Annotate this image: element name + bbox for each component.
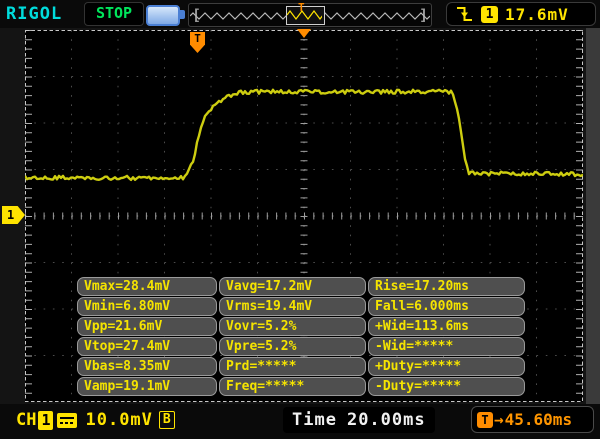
rigol-logo: RIGOL xyxy=(6,4,63,24)
measurement-row: Vpp=21.6mV Vovr=5.2% +Wid=113.6ms xyxy=(77,317,529,336)
measurement-cell: Vbas=8.35mV xyxy=(77,357,217,376)
trigger-position-marker: T xyxy=(190,32,205,53)
waveform-preview-bar: [ ] T xyxy=(188,1,432,27)
measurement-row: Vmin=6.80mV Vrms=19.4mV Fall=6.000ms xyxy=(77,297,529,316)
timebase-label: Time xyxy=(292,410,337,430)
measurement-cell: Rise=17.20ms xyxy=(368,277,525,296)
measurement-cell: Vmax=28.4mV xyxy=(77,277,217,296)
channel1-ground-marker: 1 xyxy=(2,206,25,224)
measurement-row: Vmax=28.4mV Vavg=17.2mV Rise=17.20ms xyxy=(77,277,529,296)
measurement-row: Vtop=27.4mV Vpre=5.2% -Wid=***** xyxy=(77,337,529,356)
measurement-cell: Vpre=5.2% xyxy=(219,337,366,356)
channel-label: CH xyxy=(16,410,37,430)
battery-icon xyxy=(146,5,185,26)
measurement-cell: Vavg=17.2mV xyxy=(219,277,366,296)
horizontal-center-marker-icon xyxy=(297,29,311,38)
measurement-cell: -Duty=***** xyxy=(368,377,525,396)
measurement-row: Vbas=8.35mV Prd=***** +Duty=***** xyxy=(77,357,529,376)
preview-trigger-marker-icon: T xyxy=(298,1,305,14)
run-status-badge: STOP xyxy=(84,2,144,26)
measurement-cell: Vovr=5.2% xyxy=(219,317,366,336)
preview-window-box xyxy=(286,6,325,25)
measurement-row: Vamp=19.1mV Freq=***** -Duty=***** xyxy=(77,377,529,396)
falling-edge-trigger-icon xyxy=(457,7,472,21)
trigger-offset-chip: T → 45.60ms xyxy=(471,406,594,433)
bandwidth-limit-badge: B xyxy=(158,411,175,429)
measurement-table: Vmax=28.4mV Vavg=17.2mV Rise=17.20ms Vmi… xyxy=(77,277,529,397)
right-bezel xyxy=(586,28,600,406)
trigger-channel-badge: 1 xyxy=(481,5,498,23)
measurement-cell: +Duty=***** xyxy=(368,357,525,376)
measurement-cell: Vrms=19.4mV xyxy=(219,297,366,316)
measurement-cell: Vamp=19.1mV xyxy=(77,377,217,396)
trigger-info-box: 1 17.6mV xyxy=(446,2,596,26)
preview-window-wave-icon xyxy=(286,10,324,20)
measurement-cell: Fall=6.000ms xyxy=(368,297,525,316)
vertical-scale-value: 10.0mV xyxy=(85,410,153,430)
trigger-offset-arrow-icon: → xyxy=(494,410,504,429)
trigger-level-value: 17.6mV xyxy=(505,4,569,24)
channel1-settings-chip: CH 1 10.0mV B xyxy=(16,408,175,432)
measurement-cell: Vmin=6.80mV xyxy=(77,297,217,316)
measurement-cell: -Wid=***** xyxy=(368,337,525,356)
measurement-cell: Vpp=21.6mV xyxy=(77,317,217,336)
dc-coupling-icon xyxy=(57,412,78,428)
measurement-cell: Freq=***** xyxy=(219,377,366,396)
bottom-status-bar: CH 1 10.0mV B Time 20.00ms T → 45.60ms xyxy=(0,404,600,439)
timebase-chip: Time 20.00ms xyxy=(283,407,435,433)
preview-left-bracket: [ xyxy=(192,6,202,24)
trigger-offset-t-icon: T xyxy=(477,411,493,428)
trigger-offset-value: 45.60ms xyxy=(504,410,573,429)
channel-number-badge: 1 xyxy=(38,410,54,430)
measurement-cell: Vtop=27.4mV xyxy=(77,337,217,356)
timebase-value: 20.00ms xyxy=(346,410,426,430)
measurement-cell: +Wid=113.6ms xyxy=(368,317,525,336)
top-status-bar: RIGOL STOP [ ] T 1 17.6mV xyxy=(0,0,600,28)
measurement-cell: Prd=***** xyxy=(219,357,366,376)
